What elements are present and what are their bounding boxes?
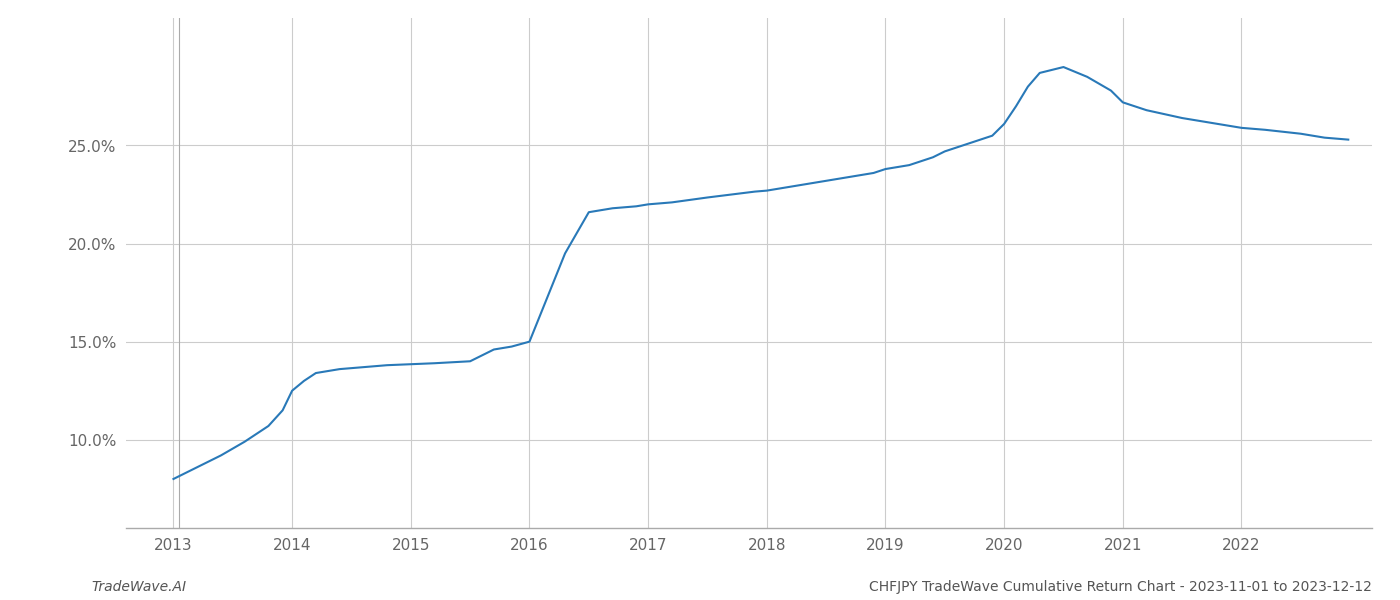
Text: CHFJPY TradeWave Cumulative Return Chart - 2023-11-01 to 2023-12-12: CHFJPY TradeWave Cumulative Return Chart…: [869, 580, 1372, 594]
Text: TradeWave.AI: TradeWave.AI: [91, 580, 186, 594]
